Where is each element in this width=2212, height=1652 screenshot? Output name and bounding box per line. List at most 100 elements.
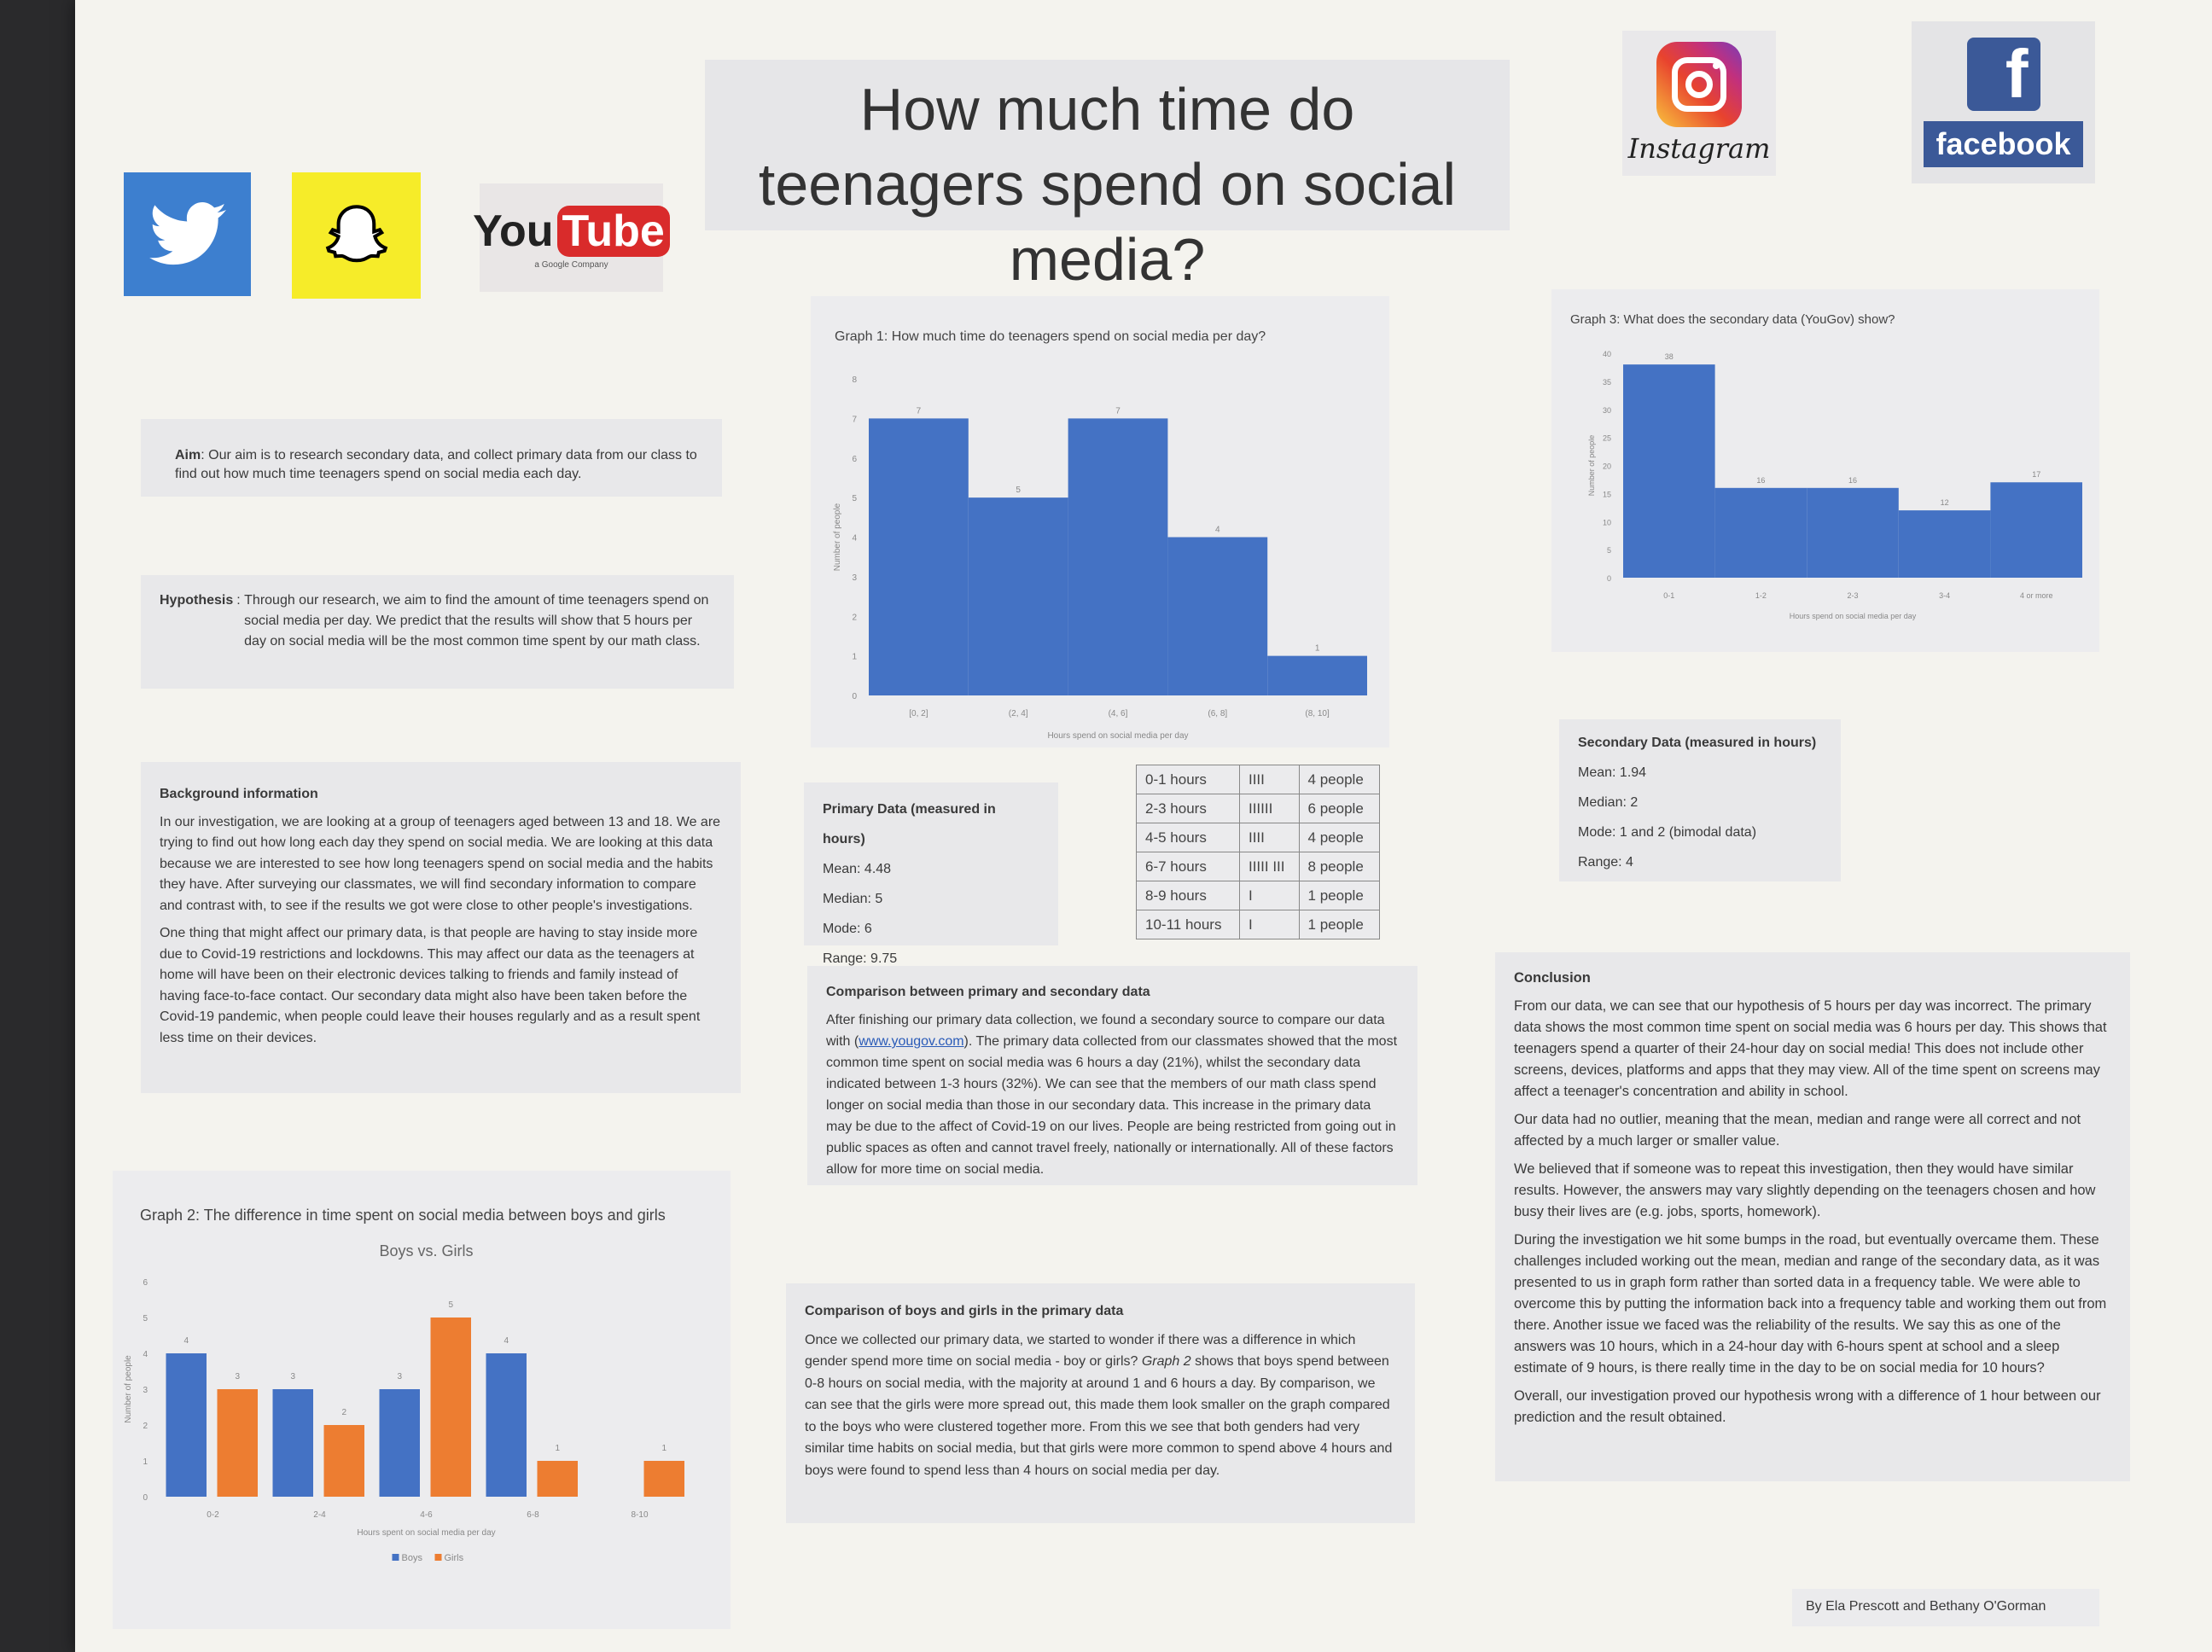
- x-tick-label: 0-1: [1663, 591, 1674, 600]
- tally-cell-tally: IIII: [1238, 823, 1300, 852]
- tally-row: 0-1 hours IIII 4 people: [1136, 765, 1381, 794]
- bar-boys: [166, 1353, 207, 1497]
- y-tick-label: 40: [1603, 350, 1611, 358]
- secondary-mean: Mean: 1.94: [1578, 765, 1647, 780]
- data-label: 3: [290, 1372, 295, 1382]
- y-tick-label: 15: [1603, 490, 1611, 498]
- tally-cell-count: 1 people: [1298, 881, 1381, 910]
- data-label: 7: [1115, 406, 1121, 416]
- bar-boys: [379, 1389, 420, 1497]
- data-label: 2: [341, 1408, 346, 1417]
- x-tick-label: (4, 6]: [1109, 709, 1128, 718]
- tally-cell-count: 1 people: [1298, 910, 1381, 939]
- youtube-you-text: You: [473, 206, 554, 256]
- x-tick-label: (6, 8]: [1208, 709, 1227, 718]
- tally-cell-range: 10-11 hours: [1136, 910, 1240, 939]
- comparison2-text: Once we collected our primary data, we s…: [805, 1332, 1356, 1370]
- tally-table-wrap: 0-1 hours IIII 4 people 2-3 hours IIIIII 6 pe…: [1136, 765, 1381, 939]
- comparison1-text: After finishing our primary data collect…: [826, 1013, 1385, 1049]
- data-label: 4: [504, 1336, 509, 1346]
- y-tick-label: 5: [143, 1314, 148, 1323]
- primary-mean: Mean: 4.48: [823, 862, 892, 876]
- instagram-logo: Instagram: [1622, 31, 1776, 176]
- aim-box: Aim: Our aim is to research secondary da…: [141, 419, 722, 497]
- y-tick-label: 5: [852, 494, 857, 503]
- tally-cell-tally: IIIIII: [1238, 794, 1300, 823]
- facebook-logo: f facebook: [1912, 21, 2095, 183]
- bar-boys: [486, 1353, 527, 1497]
- y-axis-label: Number of people: [1587, 435, 1596, 497]
- x-tick-label: 3-4: [1939, 591, 1950, 600]
- tally-row: 10-11 hours I 1 people: [1136, 910, 1381, 939]
- background-paragraph-1: In our investigation, we are looking at …: [160, 814, 721, 913]
- x-tick-label: 0-2: [207, 1510, 219, 1520]
- x-tick-label: 1-2: [1755, 591, 1767, 600]
- tally-cell-count: 8 people: [1298, 852, 1381, 881]
- data-label: 3: [397, 1372, 402, 1382]
- primary-range: Range: 9.75: [823, 951, 898, 966]
- snapchat-logo: [292, 172, 421, 299]
- conclusion-paragraph-3: We believed that if someone was to repea…: [1514, 1161, 2096, 1219]
- data-label: 38: [1665, 352, 1674, 361]
- comparison1-heading: Comparison between primary and secondary…: [826, 985, 1150, 999]
- histogram-bar: [1068, 418, 1168, 695]
- y-axis-label: Number of people: [833, 503, 842, 571]
- histogram-bar: [1714, 487, 1807, 578]
- facebook-f-icon: f: [1966, 38, 2040, 111]
- comparison2-heading: Comparison of boys and girls in the prim…: [805, 1304, 1124, 1318]
- background-paragraph-2: One thing that might affect our primary …: [160, 926, 701, 1045]
- twitter-bird-icon: [148, 202, 226, 265]
- yougov-link[interactable]: www.yougov.com: [859, 1034, 964, 1049]
- primary-mode: Mode: 6: [823, 922, 872, 936]
- tally-cell-count: 6 people: [1298, 794, 1381, 823]
- legend-swatch-girls: [434, 1554, 442, 1561]
- data-label: 12: [1941, 498, 1949, 507]
- y-tick-label: 4: [852, 534, 857, 544]
- histogram-bar: [1898, 510, 1991, 578]
- tally-cell-range: 0-1 hours: [1136, 765, 1240, 794]
- conclusion-paragraph-2: Our data had no outlier, meaning that th…: [1514, 1112, 2081, 1149]
- y-axis-label: Number of people: [124, 1355, 133, 1423]
- x-tick-label: 4-6: [420, 1510, 433, 1520]
- data-label: 1: [661, 1444, 667, 1453]
- y-tick-label: 3: [852, 573, 857, 583]
- histogram-bar: [1167, 537, 1268, 695]
- y-tick-label: 3: [143, 1386, 148, 1395]
- aim-text: Our aim is to research secondary data, a…: [175, 448, 697, 481]
- x-tick-label: (8, 10]: [1305, 709, 1330, 718]
- x-tick-label: (2, 4]: [1009, 709, 1028, 718]
- y-tick-label: 6: [143, 1278, 148, 1288]
- tally-cell-tally: I: [1238, 881, 1300, 910]
- graph1-chart: Graph 1: How much time do teenagers spen…: [833, 329, 1367, 741]
- tally-cell-count: 4 people: [1298, 823, 1381, 852]
- tally-cell-count: 4 people: [1298, 765, 1381, 794]
- facebook-wordmark: facebook: [1924, 121, 2083, 167]
- youtube-logo: You Tube a Google Company: [473, 183, 670, 292]
- histogram-bar: [968, 497, 1068, 695]
- x-axis-label: Hours spent on social media per day: [357, 1528, 495, 1538]
- data-label: 7: [917, 406, 922, 416]
- data-label: 5: [448, 1300, 453, 1310]
- graph1-card: Graph 1: How much time do teenagers spen…: [811, 296, 1389, 747]
- bar-girls: [430, 1318, 471, 1497]
- y-tick-label: 5: [1607, 546, 1611, 555]
- tally-cell-range: 8-9 hours: [1136, 881, 1240, 910]
- chart-title: Graph 2: The difference in time spent on…: [140, 1207, 666, 1224]
- primary-data-heading: Primary Data (measured in hours): [823, 802, 996, 846]
- x-tick-label: 2-3: [1847, 591, 1858, 600]
- background-box: Background information In our investigat…: [141, 762, 741, 1093]
- comparison-primary-secondary-box: Comparison between primary and secondary…: [807, 966, 1417, 1185]
- chart-title: Graph 1: How much time do teenagers spen…: [835, 329, 1266, 344]
- byline: By Ela Prescott and Bethany O'Gorman: [1792, 1589, 2099, 1626]
- histogram-bar: [1623, 364, 1715, 578]
- data-label: 16: [1756, 476, 1765, 485]
- tally-cell-range: 6-7 hours: [1136, 852, 1240, 881]
- page-title: How much time do teenagers spend on soci…: [705, 60, 1510, 293]
- tally-row: 6-7 hours IIIII III 8 people: [1136, 852, 1381, 881]
- tally-row: 8-9 hours I 1 people: [1136, 881, 1381, 910]
- y-tick-label: 0: [852, 692, 857, 701]
- tally-cell-tally: IIIII III: [1238, 852, 1300, 881]
- x-tick-label: 8-10: [631, 1510, 648, 1520]
- histogram-bar: [1267, 655, 1367, 695]
- chart-subtitle: Boys vs. Girls: [379, 1242, 473, 1259]
